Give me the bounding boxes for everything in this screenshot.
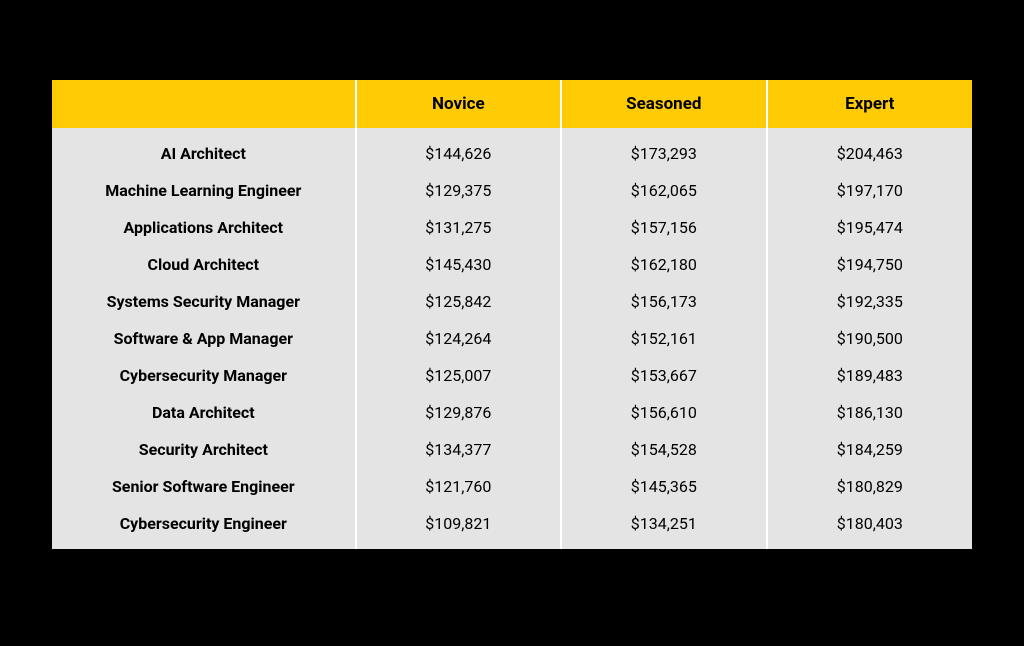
cell-role: Security Architect bbox=[52, 431, 356, 468]
table-row: Systems Security Manager$125,842$156,173… bbox=[52, 283, 972, 320]
header-cell-novice: Novice bbox=[356, 80, 561, 128]
table-row: Cybersecurity Manager$125,007$153,667$18… bbox=[52, 357, 972, 394]
table-row: Software & App Manager$124,264$152,161$1… bbox=[52, 320, 972, 357]
table-row: AI Architect$144,626$173,293$204,463 bbox=[52, 128, 972, 172]
cell-novice: $109,821 bbox=[356, 505, 561, 549]
cell-seasoned: $153,667 bbox=[561, 357, 766, 394]
cell-novice: $129,375 bbox=[356, 172, 561, 209]
cell-seasoned: $145,365 bbox=[561, 468, 766, 505]
cell-novice: $125,842 bbox=[356, 283, 561, 320]
header-cell-role bbox=[52, 80, 356, 128]
cell-expert: $180,829 bbox=[767, 468, 972, 505]
header-cell-expert: Expert bbox=[767, 80, 972, 128]
salary-table: Novice Seasoned Expert AI Architect$144,… bbox=[52, 80, 972, 549]
cell-expert: $197,170 bbox=[767, 172, 972, 209]
cell-seasoned: $156,610 bbox=[561, 394, 766, 431]
cell-role: Software & App Manager bbox=[52, 320, 356, 357]
cell-expert: $194,750 bbox=[767, 246, 972, 283]
table-body: AI Architect$144,626$173,293$204,463Mach… bbox=[52, 128, 972, 549]
cell-role: Senior Software Engineer bbox=[52, 468, 356, 505]
cell-novice: $129,876 bbox=[356, 394, 561, 431]
cell-expert: $195,474 bbox=[767, 209, 972, 246]
cell-expert: $190,500 bbox=[767, 320, 972, 357]
salary-table-container: Novice Seasoned Expert AI Architect$144,… bbox=[52, 80, 972, 549]
cell-role: Cloud Architect bbox=[52, 246, 356, 283]
cell-expert: $180,403 bbox=[767, 505, 972, 549]
cell-role: Machine Learning Engineer bbox=[52, 172, 356, 209]
table-row: Senior Software Engineer$121,760$145,365… bbox=[52, 468, 972, 505]
table-row: Security Architect$134,377$154,528$184,2… bbox=[52, 431, 972, 468]
table-header-row: Novice Seasoned Expert bbox=[52, 80, 972, 128]
cell-seasoned: $157,156 bbox=[561, 209, 766, 246]
cell-expert: $184,259 bbox=[767, 431, 972, 468]
cell-novice: $124,264 bbox=[356, 320, 561, 357]
cell-novice: $134,377 bbox=[356, 431, 561, 468]
cell-role: Cybersecurity Manager bbox=[52, 357, 356, 394]
table-row: Cybersecurity Engineer$109,821$134,251$1… bbox=[52, 505, 972, 549]
cell-role: Data Architect bbox=[52, 394, 356, 431]
table-row: Applications Architect$131,275$157,156$1… bbox=[52, 209, 972, 246]
cell-role: Applications Architect bbox=[52, 209, 356, 246]
cell-role: Systems Security Manager bbox=[52, 283, 356, 320]
cell-novice: $125,007 bbox=[356, 357, 561, 394]
cell-seasoned: $156,173 bbox=[561, 283, 766, 320]
cell-seasoned: $134,251 bbox=[561, 505, 766, 549]
cell-seasoned: $154,528 bbox=[561, 431, 766, 468]
cell-novice: $144,626 bbox=[356, 128, 561, 172]
header-cell-seasoned: Seasoned bbox=[561, 80, 766, 128]
cell-seasoned: $173,293 bbox=[561, 128, 766, 172]
table-row: Data Architect$129,876$156,610$186,130 bbox=[52, 394, 972, 431]
cell-seasoned: $162,180 bbox=[561, 246, 766, 283]
cell-role: Cybersecurity Engineer bbox=[52, 505, 356, 549]
cell-seasoned: $162,065 bbox=[561, 172, 766, 209]
cell-expert: $186,130 bbox=[767, 394, 972, 431]
table-row: Machine Learning Engineer$129,375$162,06… bbox=[52, 172, 972, 209]
cell-expert: $192,335 bbox=[767, 283, 972, 320]
cell-novice: $121,760 bbox=[356, 468, 561, 505]
cell-seasoned: $152,161 bbox=[561, 320, 766, 357]
cell-expert: $189,483 bbox=[767, 357, 972, 394]
cell-role: AI Architect bbox=[52, 128, 356, 172]
cell-novice: $131,275 bbox=[356, 209, 561, 246]
cell-novice: $145,430 bbox=[356, 246, 561, 283]
cell-expert: $204,463 bbox=[767, 128, 972, 172]
table-row: Cloud Architect$145,430$162,180$194,750 bbox=[52, 246, 972, 283]
